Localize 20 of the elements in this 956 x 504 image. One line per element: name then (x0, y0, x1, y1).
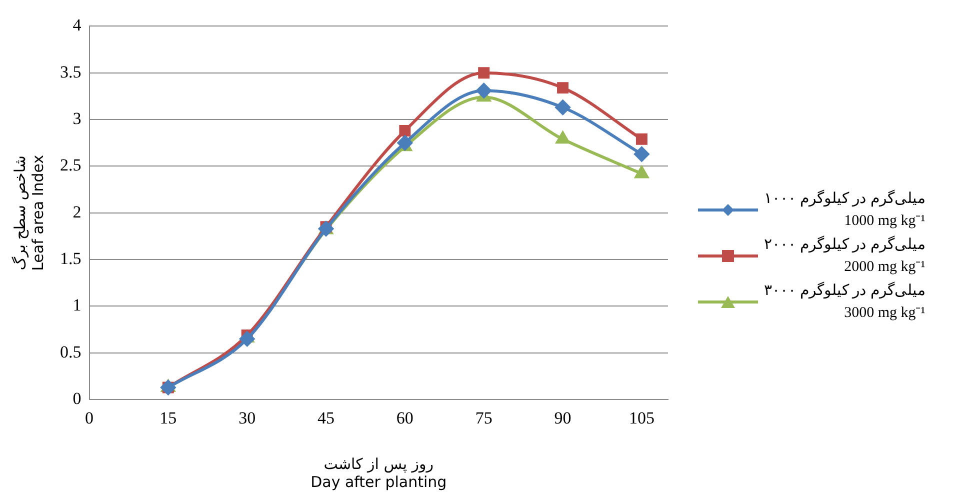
x-tick-label: 60 (396, 408, 414, 428)
legend-label: ۲۰۰۰ میلی‌گرم در کیلوگرم 2000 mg kg⁻¹ (764, 234, 926, 277)
x-tick-label: 30 (238, 408, 256, 428)
legend-label: ۱۰۰۰ میلی‌گرم در کیلوگرم 1000 mg kg⁻¹ (764, 188, 926, 231)
y-tick-label: 2 (72, 202, 82, 222)
y-tick-label: 3.5 (60, 62, 82, 82)
y-tick-label: 2.5 (60, 156, 82, 175)
y-tick-label: 0.5 (60, 342, 82, 362)
legend-label: ۳۰۰۰ میلی‌گرم در کیلوگرم 3000 mg kg⁻¹ (764, 280, 926, 323)
x-tick-label: 105 (628, 408, 654, 428)
y-tick-label: 1 (72, 296, 82, 315)
y-tick-label: 4 (72, 16, 82, 35)
x-tick-label: 0 (85, 408, 94, 428)
x-tick-label: 90 (554, 408, 572, 428)
x-tick-label: 75 (475, 408, 492, 428)
x-tick-label: 45 (318, 408, 335, 428)
y-tick-label: 0 (72, 389, 82, 408)
x-tick-label: 15 (160, 408, 177, 428)
y-tick-label: 1.5 (60, 249, 82, 268)
y-tick-label: 3 (72, 109, 82, 128)
